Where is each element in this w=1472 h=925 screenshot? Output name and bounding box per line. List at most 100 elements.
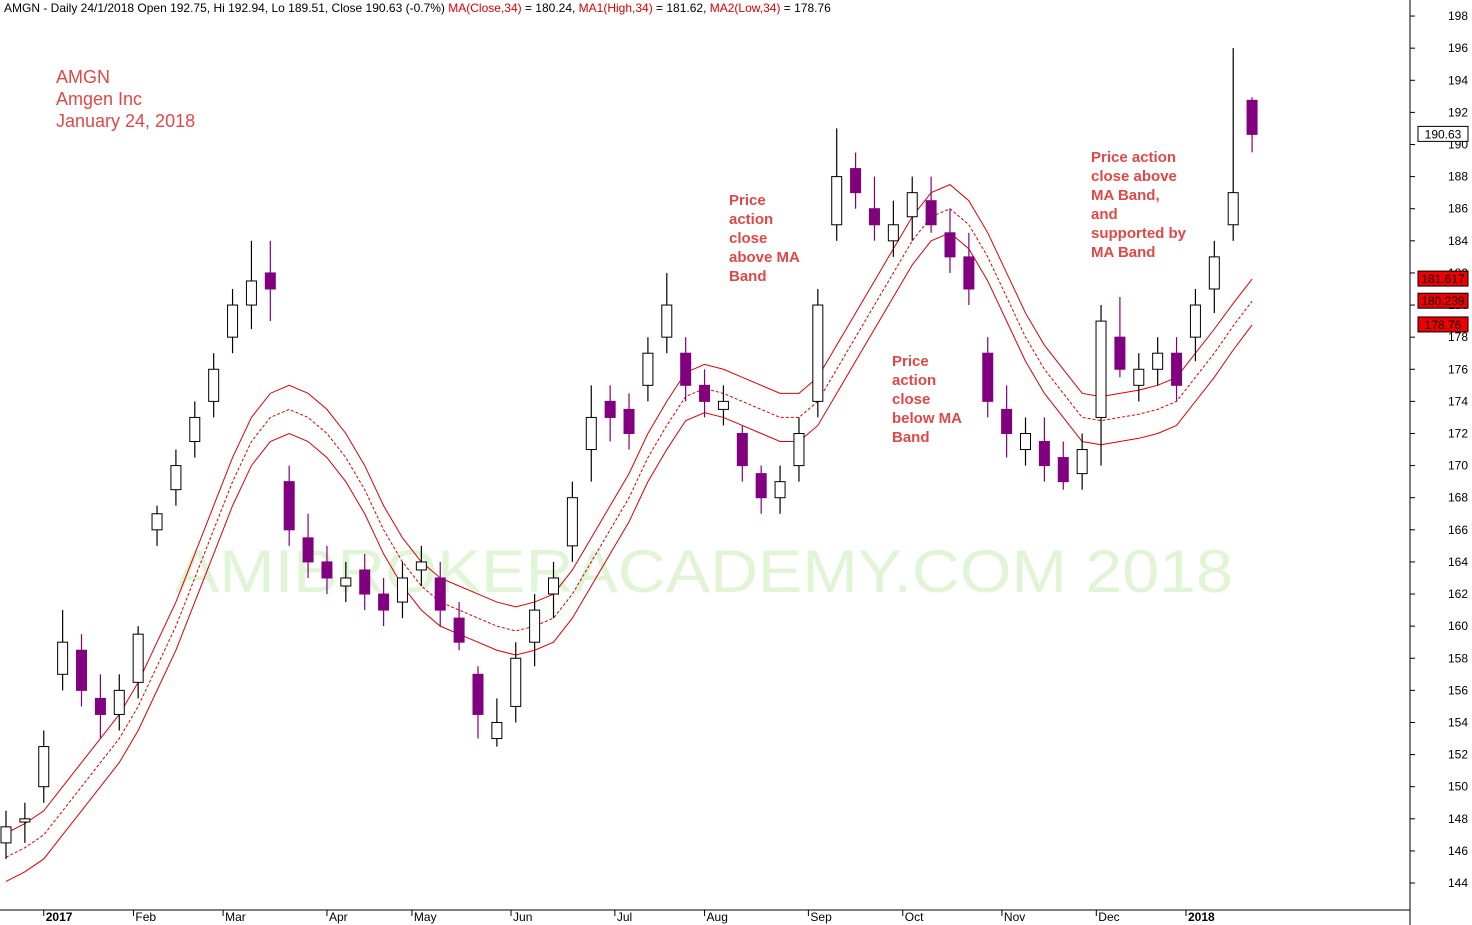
y-tick-label: 188 [1448,170,1468,184]
title-line: AMGN [56,67,110,87]
price-label-box [1417,270,1469,287]
annotation: action [892,372,936,389]
candle-body [491,721,503,740]
candle-body [566,497,578,547]
y-tick-label: 154 [1448,715,1468,729]
header-part: MA(Close,34) [448,1,521,15]
x-tick-label: Dec [1098,910,1119,924]
candle-body [113,689,125,715]
y-tick-label: 174 [1448,394,1468,408]
candle-body [944,232,956,258]
candle-body [604,400,616,418]
candle-body [264,272,276,290]
watermark: AMIBROKERACADEMY.COM 2018 [175,538,1233,605]
candle-body [151,513,163,531]
y-tick-label: 158 [1448,651,1468,665]
candle-body [1038,441,1050,467]
annotation: above MA [729,249,800,266]
x-tick-label: Jun [513,910,532,924]
annotation: action [729,211,773,228]
candle-body [755,473,767,499]
candle-body [680,352,692,386]
candle-body [227,304,239,338]
candle-body [1227,192,1239,226]
candle-body [472,673,484,715]
x-tick-label: Apr [329,910,348,924]
candle-body [396,577,408,603]
candle-body [717,400,729,410]
candle-body [623,408,635,434]
title-line: January 24, 2018 [56,111,195,131]
candle-body [76,649,88,691]
annotation: close [729,230,767,247]
candle-body [1076,449,1088,475]
header-part: MA1(High,34) [579,1,653,15]
candle-body [1020,432,1032,451]
price-label-box [1417,125,1469,142]
candle-body [340,577,352,587]
price-label: 178.76 [1425,318,1462,332]
y-tick-label: 178 [1448,330,1468,344]
candle-body [661,304,673,338]
y-tick-label: 162 [1448,587,1468,601]
header-part: = 180.24, [522,1,579,15]
candle-body [189,416,201,443]
candle-body [57,641,69,675]
candle-body [321,561,333,579]
annotation: Price [892,353,929,370]
x-tick-label: May [414,910,437,924]
price-label: 181.617 [1421,272,1465,286]
annotation: Price action [1091,149,1176,166]
x-tick-label: 2017 [46,910,73,924]
y-tick-label: 152 [1448,748,1468,762]
candle-body [94,697,106,715]
candle-body [642,352,654,386]
candle-body [208,368,220,402]
y-tick-label: 176 [1448,362,1468,376]
candle-body [434,577,446,611]
header: AMGN - Daily 24/1/2018 Open 192.75, Hi 1… [4,1,831,15]
candle-body [963,256,975,290]
annotation: MA Band [1091,244,1155,261]
candle-body [868,208,880,226]
candle-body [812,304,824,402]
y-tick-label: 156 [1448,683,1468,697]
candle-body [132,633,144,683]
candle-body [774,481,786,499]
annotation: MA Band, [1091,187,1160,204]
candle-body [736,432,748,467]
candle-body [38,746,50,788]
x-tick-label: Aug [707,910,728,924]
price-label-box [1417,292,1469,309]
candle-body [1001,408,1013,434]
candle-body [1208,256,1220,290]
header-part: AMGN - Daily 24/1/2018 Open 192.75, Hi 1… [4,1,448,15]
candle-body [850,168,862,194]
price-label-box [1417,316,1469,333]
candle-body [1133,368,1145,386]
annotation: below MA [892,410,962,427]
y-tick-label: 192 [1448,105,1468,119]
title-line: Amgen Inc [56,89,142,109]
header-part: = 178.76 [780,1,831,15]
y-tick-label: 164 [1448,555,1468,569]
candle-body [283,481,295,531]
candle-body [359,569,371,595]
header-part: MA2(Low,34) [710,1,781,15]
header-part: = 181.62, [653,1,710,15]
ma-line [5,208,1253,858]
annotation: close [892,391,930,408]
annotation: close above [1091,168,1177,185]
y-tick-label: 170 [1448,459,1468,473]
candle-body [831,176,843,226]
candle-body [982,352,994,402]
x-tick-label: Mar [225,910,246,924]
candle-body [699,384,711,402]
y-tick-label: 196 [1448,41,1468,55]
y-tick-label: 172 [1448,426,1468,440]
candle-body [170,465,182,491]
ma-line [5,184,1253,834]
candle-body [1095,320,1107,418]
